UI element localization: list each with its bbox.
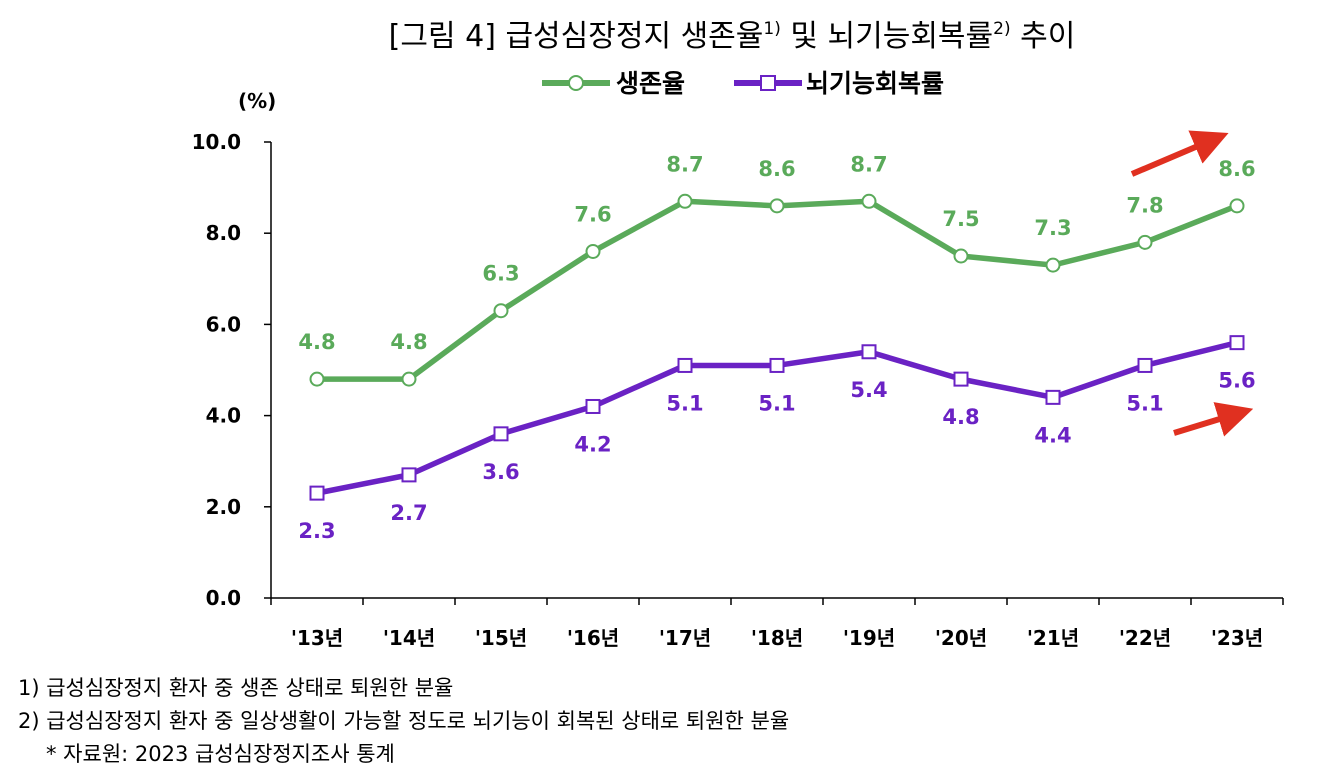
- data-point-survival: [861, 193, 877, 209]
- y-tick-label: 8.0: [206, 221, 241, 245]
- data-point-survival: [1229, 198, 1245, 214]
- data-label-survival: 4.8: [390, 330, 427, 354]
- data-point-brain-recovery: [769, 357, 785, 373]
- data-point-survival: [493, 303, 509, 319]
- legend-label-survival: 생존율: [616, 69, 685, 98]
- data-label-survival: 7.6: [574, 202, 611, 226]
- x-tick-label: '19년: [843, 626, 895, 650]
- data-label-survival: 8.7: [666, 152, 703, 176]
- data-labels: 4.8 4.8 6.3 7.6 8.7 8.6 8.7 7.5 7.3 7.8 8.6 2.3 2.7 3…: [298, 152, 1255, 543]
- data-label-brain-recovery: 4.2: [574, 432, 611, 456]
- legend-marker-circle-icon: [568, 75, 584, 91]
- y-tick-label: 10.0: [192, 130, 241, 154]
- data-point-brain-recovery: [1229, 335, 1245, 351]
- x-tick-label: '18년: [751, 626, 803, 650]
- legend-item-brain-recovery: 뇌기능회복률: [734, 69, 944, 98]
- data-label-brain-recovery: 4.8: [942, 405, 979, 429]
- data-point-survival: [1045, 257, 1061, 273]
- y-tick-label: 6.0: [206, 312, 241, 336]
- data-label-brain-recovery: 5.1: [1126, 391, 1163, 415]
- x-tick-label: '17년: [659, 626, 711, 650]
- chart-title: [그림 4] 급성심장정지 생존율1) 및 뇌기능회복률2) 추이: [389, 19, 1076, 54]
- data-label-brain-recovery: 5.6: [1218, 369, 1255, 393]
- x-tick-label: '20년: [935, 626, 987, 650]
- x-tick-label: '21년: [1027, 626, 1079, 650]
- series-layer: [309, 193, 1245, 501]
- data-label-brain-recovery: 2.7: [390, 501, 427, 525]
- data-label-survival: 8.6: [758, 157, 795, 181]
- y-tick-label: 2.0: [206, 495, 241, 519]
- data-label-brain-recovery: 5.4: [850, 378, 887, 402]
- data-label-survival: 6.3: [482, 262, 519, 286]
- footnote-1: 1) 급성심장정지 환자 중 생존 상태로 퇴원한 분율: [18, 676, 454, 700]
- source-note: * 자료원: 2023 급성심장정지조사 통계: [46, 742, 395, 766]
- x-axis-ticks: '13년 '14년 '15년 '16년 '17년 '18년 '19년 '20년 '21년 '22년…: [270, 598, 1284, 650]
- x-tick-label: '15년: [475, 626, 527, 650]
- x-tick-label: '14년: [383, 626, 435, 650]
- legend-marker-square-icon: [760, 75, 776, 91]
- y-tick-label: 4.0: [206, 404, 241, 428]
- data-point-survival: [309, 371, 325, 387]
- data-point-survival: [677, 193, 693, 209]
- data-point-brain-recovery: [953, 371, 969, 387]
- series-line-survival: [314, 198, 1240, 382]
- data-point-survival: [585, 243, 601, 259]
- data-point-brain-recovery: [861, 344, 877, 360]
- data-label-survival: 7.8: [1126, 193, 1163, 217]
- data-point-survival: [401, 371, 417, 387]
- x-tick-label: '16년: [567, 626, 619, 650]
- trend-arrow-brain-recovery-icon: [1173, 402, 1254, 437]
- data-point-brain-recovery: [585, 398, 601, 414]
- data-point-survival: [1137, 234, 1153, 250]
- legend-label-brain-recovery: 뇌기능회복률: [806, 69, 944, 98]
- data-point-brain-recovery: [401, 467, 417, 483]
- legend-item-survival: 생존율: [542, 69, 685, 98]
- footnote-2: 2) 급성심장정지 환자 중 일상생활이 가능할 정도로 뇌기능이 회복된 상태…: [18, 709, 790, 733]
- data-label-survival: 8.6: [1218, 157, 1255, 181]
- data-point-survival: [769, 198, 785, 214]
- y-axis-unit-label: (%): [238, 89, 276, 113]
- data-point-brain-recovery: [1137, 357, 1153, 373]
- y-axis-ticks: 0.0 2.0 4.0 6.0 8.0 10.0: [192, 130, 271, 610]
- data-label-survival: 7.3: [1034, 216, 1071, 240]
- data-point-brain-recovery: [1045, 389, 1061, 405]
- trend-arrow-survival-icon: [1130, 130, 1229, 177]
- data-point-brain-recovery: [493, 426, 509, 442]
- data-label-brain-recovery: 5.1: [666, 391, 703, 415]
- data-point-brain-recovery: [309, 485, 325, 501]
- data-label-survival: 8.7: [850, 152, 887, 176]
- legend: 생존율 뇌기능회복률: [542, 69, 944, 98]
- y-tick-label: 0.0: [206, 586, 241, 610]
- data-label-brain-recovery: 4.4: [1034, 423, 1071, 447]
- data-label-survival: 7.5: [942, 207, 979, 231]
- x-tick-label: '13년: [291, 626, 343, 650]
- data-point-survival: [953, 248, 969, 264]
- data-label-survival: 4.8: [298, 330, 335, 354]
- data-point-brain-recovery: [677, 357, 693, 373]
- data-label-brain-recovery: 5.1: [758, 391, 795, 415]
- data-label-brain-recovery: 2.3: [298, 519, 335, 543]
- data-label-brain-recovery: 3.6: [482, 460, 519, 484]
- x-tick-label: '22년: [1119, 626, 1171, 650]
- x-tick-label: '23년: [1211, 626, 1263, 650]
